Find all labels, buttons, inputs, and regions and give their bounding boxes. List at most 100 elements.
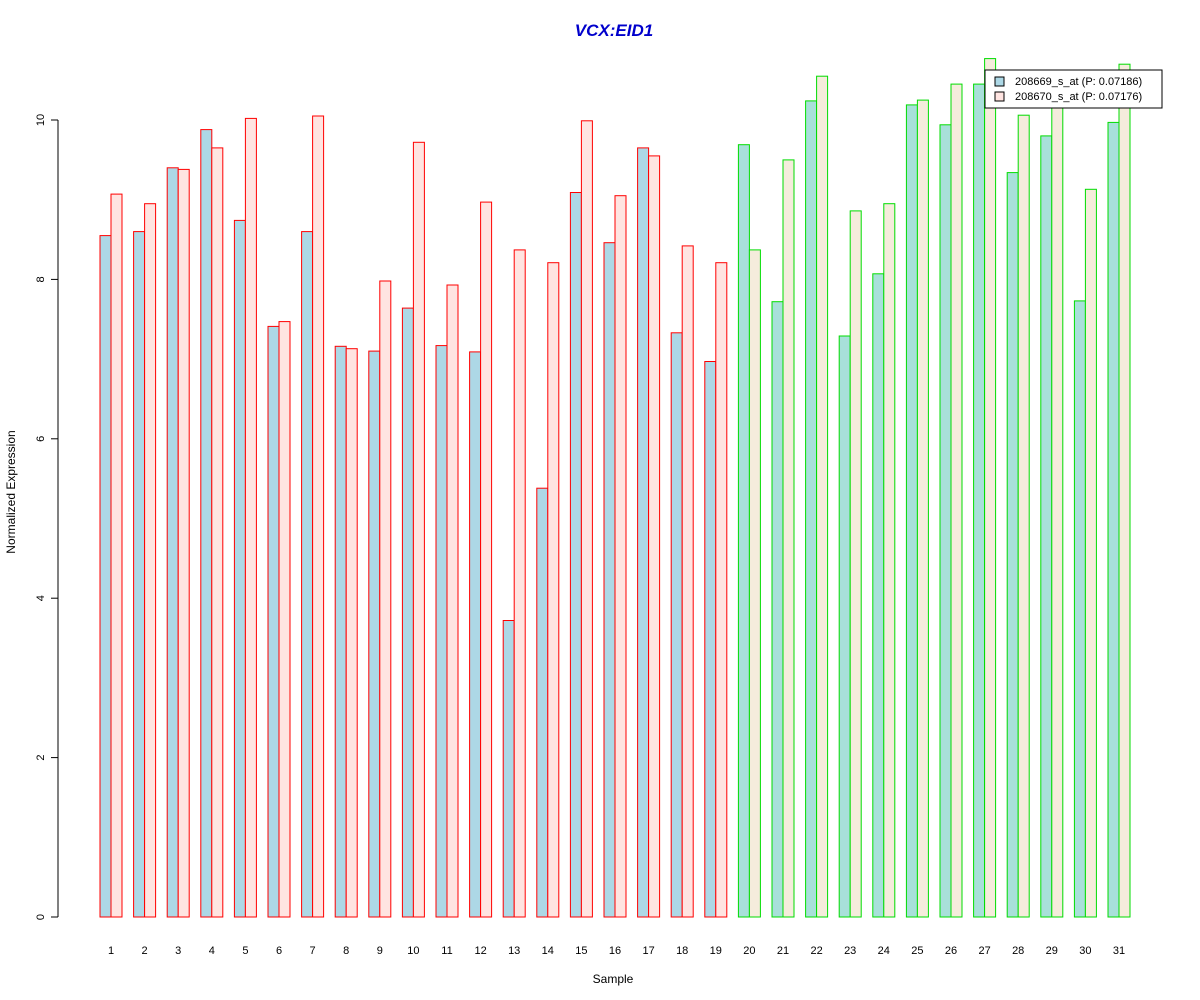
bar-sample-5-series-1 (233, 219, 246, 918)
bar-sample-17-series-1 (637, 147, 650, 918)
bar-sample-14-series-2 (547, 262, 560, 918)
x-tick-label-2: 2 (142, 945, 148, 957)
y-tick-label-0: 0 (35, 914, 47, 920)
x-tick-label-31: 31 (1113, 945, 1125, 957)
bar-sample-3-series-1 (166, 167, 179, 918)
bar-sample-7-series-1 (301, 231, 314, 918)
x-tick-label-12: 12 (474, 945, 486, 957)
x-tick-label-27: 27 (978, 945, 990, 957)
y-tick-label-8: 8 (35, 276, 47, 282)
bar-sample-31-series-2 (1118, 63, 1131, 918)
y-tick-label-4: 4 (35, 595, 47, 601)
x-tick-label-7: 7 (310, 945, 316, 957)
bar-sample-26-series-1 (939, 124, 952, 918)
bar-sample-6-series-1 (267, 325, 280, 918)
chart-title: VCX:EID1 (575, 21, 653, 40)
bar-sample-31-series-1 (1107, 121, 1120, 918)
bar-sample-24-series-1 (872, 273, 885, 918)
bar-sample-12-series-2 (480, 201, 493, 918)
x-tick-label-20: 20 (743, 945, 755, 957)
bar-sample-8-series-2 (345, 348, 358, 918)
bar-sample-30-series-1 (1073, 300, 1086, 918)
bar-sample-22-series-2 (816, 75, 829, 918)
x-axis: 1 2 3 4 5 6 7 8 9 10 11 12 13 14 15 16 17 18 19 20 21 22 23 24 2… (108, 945, 1125, 957)
x-tick-label-8: 8 (343, 945, 349, 957)
x-tick-label-28: 28 (1012, 945, 1024, 957)
bar-sample-9-series-2 (379, 280, 392, 918)
x-tick-label-10: 10 (407, 945, 419, 957)
bar-sample-19-series-1 (704, 361, 717, 918)
bar-sample-20-series-2 (748, 249, 761, 918)
legend-label-208669: 208669_s_at (P: 0.07186) (1015, 76, 1142, 88)
bar-sample-3-series-2 (177, 168, 190, 918)
bar-sample-7-series-2 (312, 115, 325, 918)
bar-sample-14-series-1 (536, 487, 549, 918)
bar-sample-18-series-1 (670, 332, 683, 918)
bar-sample-30-series-2 (1084, 188, 1097, 918)
bar-sample-8-series-1 (334, 345, 347, 918)
bar-sample-15-series-2 (580, 120, 593, 918)
legend-box (984, 69, 1163, 109)
bar-sample-5-series-2 (244, 117, 257, 918)
y-tick-label-6: 6 (35, 436, 47, 442)
x-tick-label-16: 16 (609, 945, 621, 957)
bar-sample-1-series-2 (110, 193, 123, 918)
bar-sample-27-series-2 (984, 58, 997, 918)
bar-sample-23-series-1 (838, 335, 851, 918)
bar-sample-21-series-1 (771, 301, 784, 918)
x-axis-label: Sample (593, 972, 634, 986)
x-tick-label-19: 19 (710, 945, 722, 957)
y-axis: 0 2 4 6 8 10 (35, 114, 59, 920)
x-tick-label-18: 18 (676, 945, 688, 957)
bar-sample-28-series-1 (1006, 172, 1019, 918)
bar-sample-2-series-2 (144, 203, 157, 918)
bar-sample-6-series-2 (278, 321, 291, 918)
bar-sample-12-series-1 (469, 351, 482, 918)
bar-sample-15-series-1 (569, 192, 582, 918)
x-tick-label-29: 29 (1046, 945, 1058, 957)
bar-sample-10-series-1 (401, 307, 414, 918)
bar-sample-10-series-2 (412, 141, 425, 918)
bar-sample-16-series-1 (603, 242, 616, 918)
bar-sample-4-series-1 (200, 129, 213, 918)
bar-sample-18-series-2 (681, 245, 694, 918)
x-tick-label-22: 22 (810, 945, 822, 957)
x-tick-label-25: 25 (911, 945, 923, 957)
bar-sample-11-series-2 (446, 284, 459, 918)
bar-sample-16-series-2 (614, 195, 627, 918)
legend-label-208670: 208670_s_at (P: 0.07176) (1015, 91, 1142, 103)
y-tick-label-2: 2 (35, 755, 47, 761)
bar-sample-19-series-2 (715, 262, 728, 918)
x-tick-label-24: 24 (878, 945, 890, 957)
bar-sample-29-series-1 (1040, 135, 1053, 918)
bar-sample-1-series-1 (99, 235, 112, 918)
x-tick-label-11: 11 (441, 945, 452, 957)
bar-sample-13-series-2 (513, 249, 526, 918)
x-tick-label-3: 3 (175, 945, 181, 957)
x-tick-label-13: 13 (508, 945, 520, 957)
x-tick-label-14: 14 (542, 945, 554, 957)
bar-sample-4-series-2 (211, 147, 224, 918)
x-tick-label-23: 23 (844, 945, 856, 957)
bar-sample-25-series-2 (916, 99, 929, 918)
bar-sample-23-series-2 (849, 210, 862, 918)
y-tick-label-10: 10 (35, 114, 47, 126)
bar-sample-27-series-1 (973, 83, 986, 918)
legend-swatch-208669 (994, 76, 1005, 87)
bar-sample-17-series-2 (648, 155, 661, 918)
bar-sample-26-series-2 (950, 83, 963, 918)
x-tick-label-9: 9 (377, 945, 383, 957)
bar-sample-2-series-1 (133, 231, 146, 918)
bar-sample-9-series-1 (368, 350, 381, 918)
bar-sample-25-series-1 (905, 104, 918, 918)
x-tick-label-30: 30 (1079, 945, 1091, 957)
bar-sample-22-series-1 (805, 100, 818, 918)
x-tick-label-1: 1 (108, 945, 114, 957)
bar-sample-28-series-2 (1017, 114, 1030, 918)
bar-sample-24-series-2 (883, 203, 896, 918)
x-tick-label-15: 15 (575, 945, 587, 957)
x-tick-label-26: 26 (945, 945, 957, 957)
bar-sample-21-series-2 (782, 159, 795, 918)
